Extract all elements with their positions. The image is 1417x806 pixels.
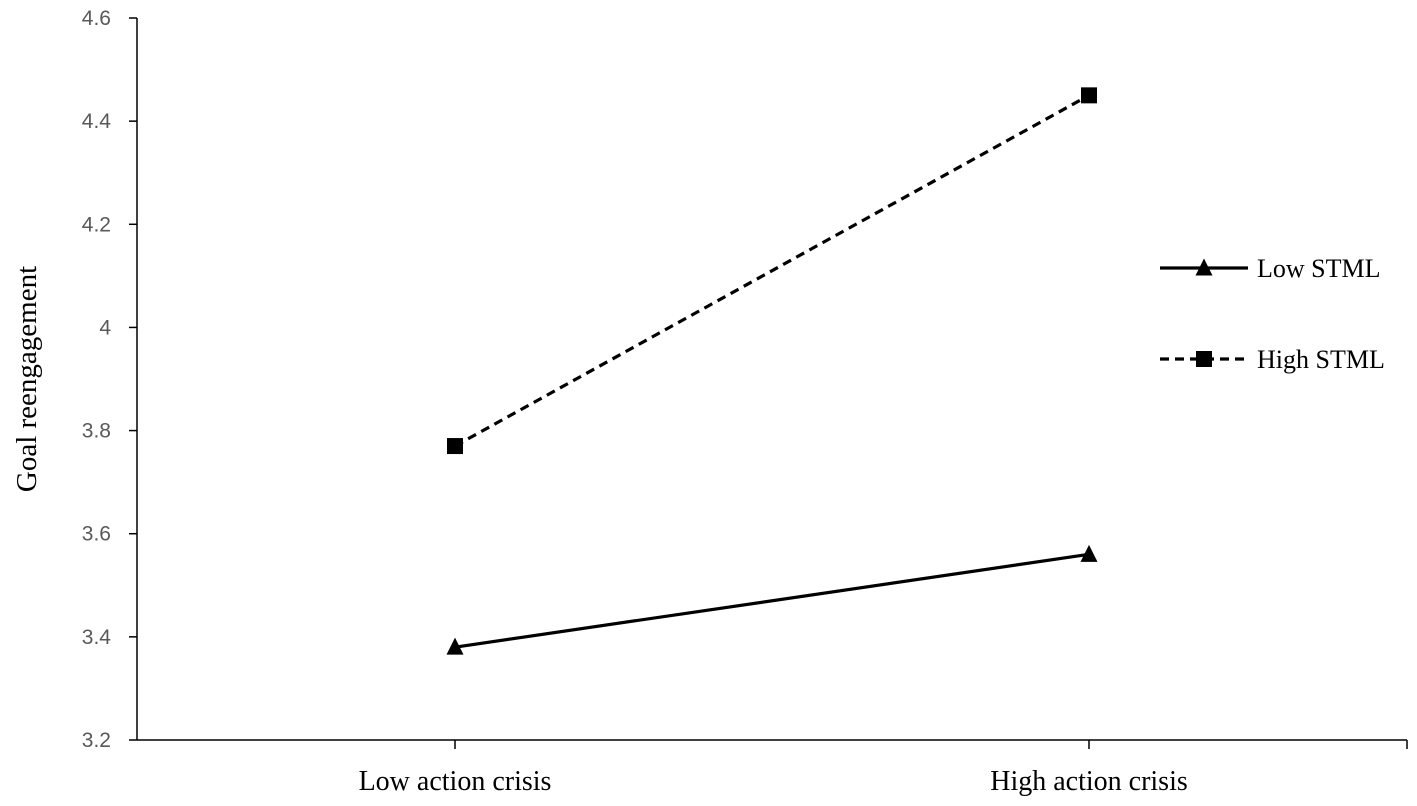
x-axis-ticks: Low action crisis High action crisis — [359, 740, 1408, 797]
y-axis-ticks: 3.2 3.4 3.6 3.8 4 4.2 4.4 4.6 — [82, 7, 137, 752]
data-point — [1081, 87, 1097, 104]
x-category-label: High action crisis — [990, 766, 1188, 797]
legend-item: High STML — [1160, 345, 1385, 374]
y-axis-title: Goal reengagement — [11, 266, 43, 492]
series-group — [446, 87, 1098, 655]
y-tick-label: 3.4 — [82, 626, 112, 649]
series-1 — [447, 87, 1097, 455]
data-point — [447, 438, 463, 455]
y-tick-label: 4.2 — [82, 213, 111, 236]
data-point — [446, 637, 464, 655]
legend-label: High STML — [1257, 345, 1385, 374]
legend: Low STML High STML — [1160, 254, 1385, 374]
y-tick-label: 3.2 — [82, 729, 111, 752]
series-line — [454, 93, 1090, 448]
legend-label: Low STML — [1257, 254, 1381, 283]
y-tick-label: 4 — [99, 316, 111, 339]
y-tick-label: 4.6 — [82, 7, 111, 30]
legend-marker — [1196, 351, 1212, 367]
data-point — [1080, 544, 1098, 562]
y-tick-label: 3.6 — [82, 523, 111, 546]
y-tick-label: 3.8 — [82, 420, 111, 443]
y-tick-label: 4.4 — [82, 110, 112, 133]
series-0 — [446, 544, 1098, 655]
series-line — [454, 552, 1090, 649]
x-category-label: Low action crisis — [359, 766, 552, 797]
legend-marker — [1195, 258, 1213, 276]
legend-item: Low STML — [1160, 254, 1381, 283]
